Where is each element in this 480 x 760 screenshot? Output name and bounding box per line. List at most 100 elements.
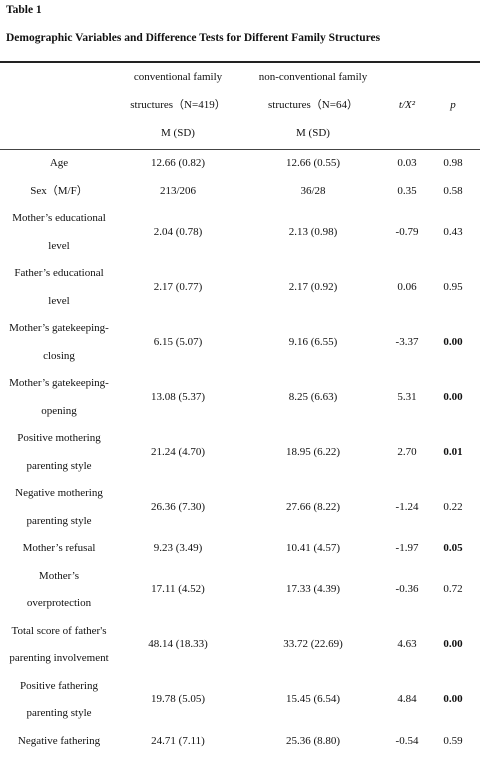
- table-cell: 0.00: [426, 315, 480, 370]
- cell-value: 0.00: [443, 390, 463, 403]
- cell-value: 0.59: [443, 734, 463, 747]
- table-cell: 0.01: [426, 425, 480, 480]
- label-line: parenting style: [26, 459, 92, 472]
- table-cell: 0.98: [426, 150, 480, 178]
- label-line: overprotection: [26, 597, 92, 609]
- header-line: non-conventional family: [258, 71, 368, 83]
- cell-value: 15.45 (6.54): [285, 693, 341, 706]
- cell-value: 0.95: [443, 280, 463, 293]
- table-cell: 9.23 (3.49): [118, 535, 238, 563]
- table-cell: 12.66 (0.82): [118, 150, 238, 178]
- header-line: M (SD): [296, 127, 330, 139]
- cell-value: 8.25 (6.63): [288, 390, 338, 403]
- cell-value: -3.37: [395, 335, 419, 348]
- header-cell: non-conventional family structures（N=64） M…: [238, 62, 388, 150]
- table-cell: 0.03: [388, 150, 426, 178]
- label-line: Age: [49, 157, 69, 169]
- table-cell: 19.78 (5.05): [118, 673, 238, 728]
- table-row: Mother’s overprotection 17.11 (4.52) 17.33 …: [0, 563, 480, 618]
- table-cell: 0.00: [426, 370, 480, 425]
- label-line: parenting style: [26, 514, 92, 527]
- table-row: Positive fathering parenting style 19.78 (…: [0, 673, 480, 728]
- table-row: Negative fathering 24.71 (7.11) 25.36 (8.8…: [0, 728, 480, 756]
- table-cell: 2.13 (0.98): [238, 205, 388, 260]
- cell-value: 17.11 (4.52): [151, 583, 205, 596]
- cell-value: 0.05: [443, 542, 463, 554]
- label-line: Mother’s refusal: [22, 542, 96, 554]
- cell-value: 6.15 (5.07): [153, 335, 203, 348]
- cell-value: 0.35: [397, 184, 417, 197]
- label-line: level: [48, 294, 70, 307]
- cell-value: 9.16 (6.55): [288, 335, 338, 348]
- header-line: structures（N=64）: [268, 99, 358, 111]
- cell-value: -0.79: [395, 225, 419, 238]
- table-cell: 0.95: [426, 260, 480, 315]
- header-cell: [0, 62, 118, 150]
- table-cell: 9.16 (6.55): [238, 315, 388, 370]
- cell-value: 0.01: [443, 445, 463, 458]
- table-cell: 48.14 (18.33): [118, 618, 238, 673]
- row-label: Mother’s refusal: [0, 535, 118, 563]
- table-row: Positive mothering parenting style 21.24 (…: [0, 425, 480, 480]
- label-line: Negative mothering: [15, 487, 103, 499]
- cell-value: 0.03: [397, 157, 417, 169]
- cell-value: 48.14 (18.33): [148, 638, 208, 651]
- table-cell: 0.72: [426, 563, 480, 618]
- table-cell: 0.58: [426, 178, 480, 206]
- cell-value: 12.66 (0.82): [150, 157, 206, 169]
- table-cell: 2.17 (0.92): [238, 260, 388, 315]
- row-label: Mother’s gatekeeping-opening: [0, 370, 118, 425]
- table-cell: 2.17 (0.77): [118, 260, 238, 315]
- table-cell: 0.06: [388, 260, 426, 315]
- cell-value: 10.41 (4.57): [285, 542, 341, 554]
- table-cell: 4.63: [388, 618, 426, 673]
- label-line: Mother’s gatekeeping-: [9, 377, 109, 389]
- row-label: Mother’s educational level: [0, 205, 118, 260]
- row-label: Negative mothering parenting style: [0, 480, 118, 535]
- table-row: Mother’s gatekeeping-opening 13.08 (5.37)…: [0, 370, 480, 425]
- cell-value: 36/28: [300, 184, 326, 197]
- header-cell: p: [426, 62, 480, 150]
- label-line: closing: [43, 349, 75, 362]
- table-cell: 0.59: [426, 728, 480, 756]
- table-row: Mother’s gatekeeping-closing 6.15 (5.07) 9…: [0, 315, 480, 370]
- label-line: Mother’s: [38, 569, 80, 582]
- table-row: Mother’s refusal 9.23 (3.49) 10.41 (4.57) -…: [0, 535, 480, 563]
- cell-value: 4.63: [397, 638, 417, 651]
- header-cell: conventional family structures（N=419） M (S…: [118, 62, 238, 150]
- cell-value: 2.13 (0.98): [288, 225, 338, 238]
- header-line: conventional family: [133, 71, 223, 83]
- cell-value: 17.33 (4.39): [285, 583, 341, 596]
- table-row: Father’s educational level 2.17 (0.77) 2.17…: [0, 260, 480, 315]
- cell-value: 0.58: [443, 184, 463, 197]
- cell-value: 26.36 (7.30): [150, 500, 206, 513]
- cell-value: 27.66 (8.22): [285, 500, 341, 513]
- header-line: p: [450, 99, 456, 111]
- table-cell: 27.66 (8.22): [238, 480, 388, 535]
- table-cell: 4.84: [388, 673, 426, 728]
- table-cell: 6.15 (5.07): [118, 315, 238, 370]
- table-cell: 17.11 (4.52): [118, 563, 238, 618]
- cell-value: 4.84: [397, 693, 417, 706]
- cell-value: 2.17 (0.77): [153, 280, 203, 293]
- cell-value: 2.17 (0.92): [288, 280, 338, 293]
- table-cell: 26.36 (7.30): [118, 480, 238, 535]
- cell-value: 0.00: [443, 638, 463, 651]
- label-line: Mother’s educational: [12, 212, 106, 224]
- header-line: t/X²: [398, 99, 416, 111]
- label-line: parenting involvement: [9, 652, 109, 664]
- row-label: Sex（M/F）: [0, 178, 118, 206]
- cell-value: 5.31: [397, 390, 417, 403]
- cell-value: 33.72 (22.69): [283, 638, 343, 651]
- label-line: Negative fathering: [17, 734, 101, 747]
- table-cell: 15.45 (6.54): [238, 673, 388, 728]
- cell-value: -1.97: [395, 542, 419, 554]
- cell-value: 19.78 (5.05): [150, 693, 206, 706]
- table-row: Negative mothering parenting style 26.36 (…: [0, 480, 480, 535]
- table-cell: -1.24: [388, 480, 426, 535]
- cell-value: 12.66 (0.55): [285, 157, 341, 169]
- table-header: conventional family structures（N=419） M (S…: [0, 62, 480, 150]
- table-cell: 24.71 (7.11): [118, 728, 238, 756]
- table-cell: -0.54: [388, 728, 426, 756]
